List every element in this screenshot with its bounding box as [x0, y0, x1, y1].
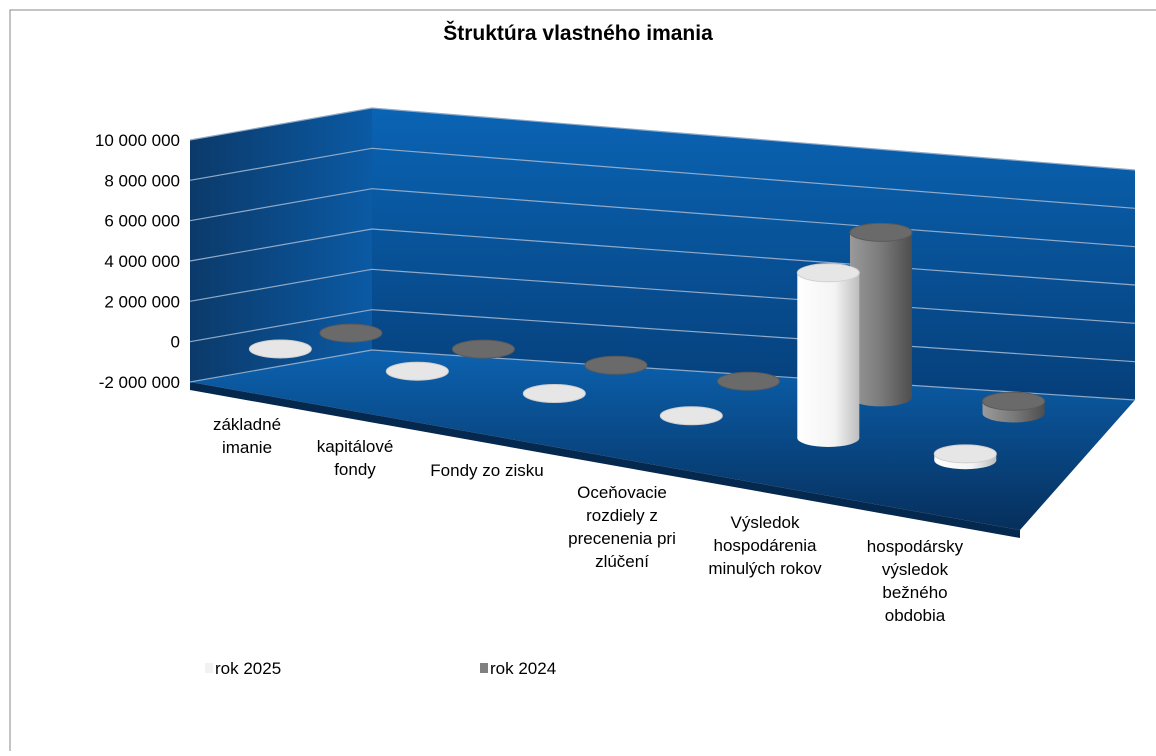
y-tick-label: 4 000 000 — [104, 252, 180, 271]
x-tick-label: hospodársky výsledok bežného obdobia — [867, 537, 964, 625]
cylinder — [716, 371, 780, 391]
cylinder-top — [796, 263, 860, 283]
x-tick-label: základné imanie — [213, 415, 281, 457]
cylinder — [522, 383, 586, 403]
cylinder-top — [849, 222, 913, 242]
cylinder — [659, 406, 723, 426]
cylinder-body — [850, 232, 913, 398]
cylinder-top — [659, 406, 723, 426]
grid-line — [189, 107, 1136, 171]
cylinder-top — [933, 444, 997, 464]
x-tick-label: Fondy zo zisku — [430, 461, 543, 480]
y-tick-label: 8 000 000 — [104, 171, 180, 190]
x-tick-label: kapitálové fondy — [317, 437, 394, 479]
y-tick-label: 6 000 000 — [104, 212, 180, 231]
chart-title: Štruktúra vlastného imania — [443, 21, 713, 45]
cylinder — [933, 444, 997, 470]
cylinder-top — [385, 361, 449, 381]
legend-swatch — [205, 663, 213, 673]
grid-line — [189, 147, 1136, 209]
y-tick-label: 2 000 000 — [104, 292, 180, 311]
back-wall — [372, 108, 1135, 400]
cylinder — [248, 339, 312, 359]
cylinder-top — [522, 383, 586, 403]
x-tick-label: Výsledok hospodárenia minulých rokov — [708, 513, 822, 578]
cylinder-top — [248, 339, 312, 359]
cylinder-top — [584, 355, 648, 375]
cylinder — [319, 323, 383, 343]
cylinder-top — [982, 391, 1046, 411]
legend-label: rok 2024 — [490, 659, 556, 678]
x-tick-label: Oceňovacie rozdiely z precenenia pri zlúčen… — [568, 483, 676, 571]
legend-label: rok 2025 — [215, 659, 281, 678]
cylinder-top — [451, 339, 515, 359]
cylinder — [584, 355, 648, 375]
floor-edge — [190, 382, 1020, 538]
cylinder — [982, 391, 1046, 423]
cylinder — [849, 222, 913, 407]
y-tick-label: 0 — [171, 333, 180, 352]
cylinder — [796, 263, 860, 447]
cylinder-top — [319, 323, 383, 343]
y-tick-label: 10 000 000 — [95, 131, 180, 150]
cylinder-body — [797, 272, 860, 438]
cylinder — [385, 361, 449, 381]
chart-frame — [9, 9, 1156, 756]
legend-swatch — [480, 663, 488, 673]
cylinder — [451, 339, 515, 359]
y-tick-label: -2 000 000 — [99, 373, 180, 392]
cylinder-top — [716, 371, 780, 391]
